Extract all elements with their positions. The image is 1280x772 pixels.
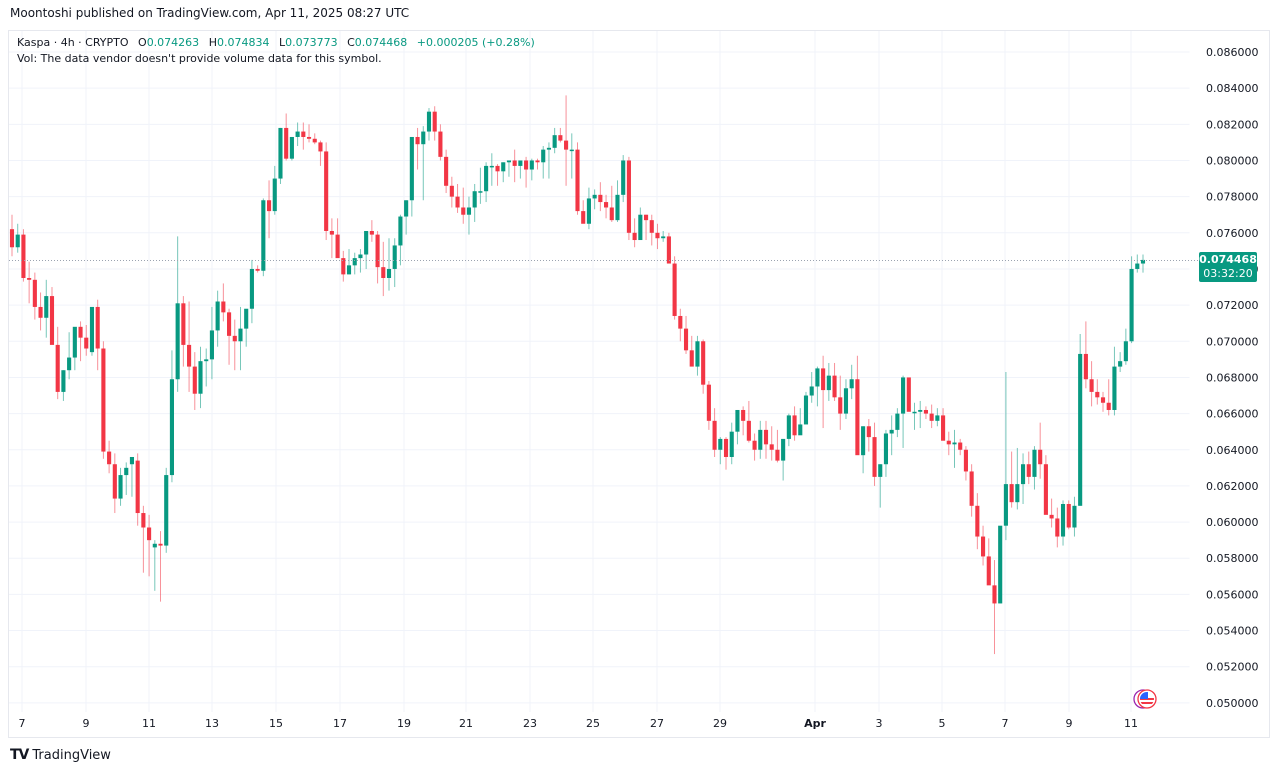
price-axis[interactable]: 0.086000 0.084000 0.082000 0.080000 0.078000… — [1206, 46, 1259, 710]
published-by-line: Moontoshi published on TradingView.com, … — [10, 6, 410, 20]
time-tick-label: 29 — [713, 717, 727, 730]
price-tick-label: 0.070000 — [1206, 335, 1259, 348]
price-tick-label: 0.056000 — [1206, 588, 1259, 601]
time-tick-label: 9 — [1066, 717, 1073, 730]
time-axis[interactable]: 7 9 11 13 15 17 19 21 23 25 27 29 Apr 3 5 7 9 11 — [19, 717, 1139, 730]
price-tick-label: 0.058000 — [1206, 552, 1259, 565]
time-tick-label: 11 — [142, 717, 156, 730]
price-tick-label: 0.080000 — [1206, 154, 1259, 167]
price-tick-label: 0.054000 — [1206, 625, 1259, 638]
bar-countdown: 03:32:20 — [1203, 267, 1253, 280]
price-tick-label: 0.086000 — [1206, 46, 1259, 59]
price-tick-label: 0.072000 — [1206, 299, 1259, 312]
tv-logo-icon: TV — [10, 747, 29, 763]
last-price-value: 0.074468 — [1199, 253, 1257, 266]
high-label: H — [208, 36, 217, 49]
low-label: L — [278, 36, 286, 49]
price-tick-label: 0.076000 — [1206, 227, 1259, 240]
time-tick-label: 9 — [83, 717, 90, 730]
price-tick-label: 0.052000 — [1206, 661, 1259, 674]
close-label: C — [347, 36, 355, 49]
time-tick-label: 19 — [397, 717, 411, 730]
time-tick-label: 5 — [939, 717, 946, 730]
time-tick-label: 7 — [19, 717, 26, 730]
time-tick-label: 13 — [205, 717, 219, 730]
time-tick-label: 27 — [650, 717, 664, 730]
time-tick-label: Apr — [804, 717, 826, 730]
price-tick-label: 0.084000 — [1206, 82, 1259, 95]
chart-frame — [8, 30, 1270, 738]
price-tick-label: 0.068000 — [1206, 371, 1259, 384]
open-label: O — [138, 36, 147, 49]
price-tick-label: 0.078000 — [1206, 191, 1259, 204]
symbol-label[interactable]: Kaspa · 4h · CRYPTO — [17, 36, 129, 49]
time-tick-label: 3 — [876, 717, 883, 730]
price-tick-label: 0.082000 — [1206, 118, 1259, 131]
change-value: +0.000205 (+0.28%) — [416, 36, 535, 49]
time-tick-label: 7 — [1002, 717, 1009, 730]
high-value: 0.074834 — [216, 36, 270, 49]
price-tick-label: 0.064000 — [1206, 444, 1259, 457]
price-tick-label: 0.050000 — [1206, 697, 1259, 710]
close-value: 0.074468 — [354, 36, 408, 49]
time-tick-label: 25 — [586, 717, 600, 730]
tradingview-logo[interactable]: TV TradingView — [10, 747, 111, 763]
candles — [9, 95, 1146, 655]
price-tick-label: 0.066000 — [1206, 408, 1259, 421]
time-tick-label: 11 — [1124, 717, 1138, 730]
time-tick-label: 17 — [333, 717, 347, 730]
time-tick-label: 21 — [459, 717, 473, 730]
price-tick-label: 0.062000 — [1206, 480, 1259, 493]
last-price-tag: 0.074468 03:32:20 — [1199, 252, 1257, 282]
time-tick-label: 15 — [269, 717, 283, 730]
low-value: 0.073773 — [285, 36, 338, 49]
ohlc-row: Kaspa · 4h · CRYPTO O0.074263 H0.074834 … — [17, 35, 535, 51]
us-flag-event-icon[interactable] — [1133, 688, 1159, 710]
chart-legend: Kaspa · 4h · CRYPTO O0.074263 H0.074834 … — [17, 35, 535, 67]
open-value: 0.074263 — [146, 36, 200, 49]
time-tick-label: 23 — [523, 717, 537, 730]
price-tick-label: 0.060000 — [1206, 516, 1259, 529]
volume-note: Vol: The data vendor doesn't provide vol… — [17, 52, 382, 65]
tv-brand-text: TradingView — [32, 747, 111, 763]
